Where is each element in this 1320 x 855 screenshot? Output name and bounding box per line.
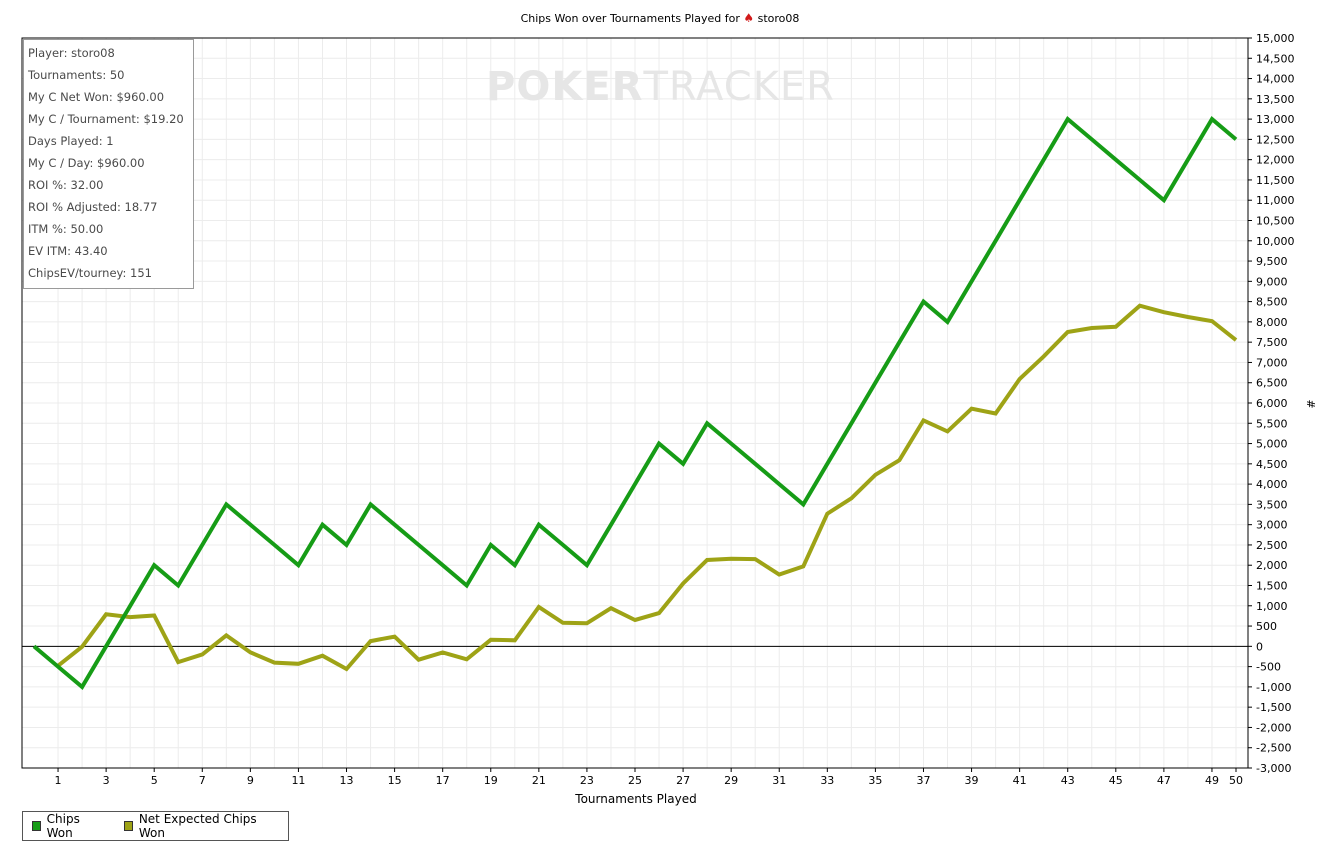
legend: Chips Won Net Expected Chips Won (22, 811, 289, 841)
y-tick-label: -1,500 (1256, 701, 1291, 714)
x-tick-label: 37 (916, 774, 930, 787)
y-tick-label: 10,000 (1256, 235, 1295, 248)
x-tick-label: 13 (340, 774, 354, 787)
legend-label-chips-won: Chips Won (46, 812, 80, 840)
x-tick-label: 45 (1109, 774, 1123, 787)
x-axis-label: Tournaments Played (574, 792, 696, 806)
y-tick-label: 500 (1256, 620, 1277, 633)
stat-tournaments: Tournaments: 50 (28, 68, 125, 82)
chart-title-player: storo08 (757, 12, 800, 25)
y-tick-label: 14,500 (1256, 52, 1295, 65)
y-tick-label: 1,500 (1256, 580, 1288, 593)
x-tick-label: 3 (103, 774, 110, 787)
y-tick-label: -500 (1256, 661, 1281, 674)
y-tick-label: 8,500 (1256, 296, 1288, 309)
x-tick-label: 17 (436, 774, 450, 787)
player-stats-box: Player: storo08 Tournaments: 50 My C Net… (23, 39, 194, 289)
y-tick-label: 12,000 (1256, 154, 1295, 167)
y-axis-ticks: -3,000 -2,500 -2,000 -1,500 -1,000 -500 0 500 1,… (1248, 32, 1295, 775)
x-tick-label: 19 (484, 774, 498, 787)
y-tick-label: 2,500 (1256, 539, 1288, 552)
stat-per-tournament: My C / Tournament: $19.20 (28, 112, 184, 126)
y-tick-label: 14,000 (1256, 73, 1295, 86)
y-tick-label: -2,000 (1256, 721, 1291, 734)
y-tick-label: 13,500 (1256, 93, 1295, 106)
x-tick-label: 41 (1013, 774, 1027, 787)
stat-roi: ROI %: 32.00 (28, 178, 104, 192)
y-tick-label: 0 (1256, 640, 1263, 653)
y-tick-label: 3,000 (1256, 519, 1288, 532)
y-tick-label: 7,000 (1256, 356, 1288, 369)
x-tick-label: 35 (868, 774, 882, 787)
grid-lines (22, 37, 1248, 769)
y-tick-label: 4,000 (1256, 478, 1288, 491)
y-tick-label: 8,000 (1256, 316, 1288, 329)
y-tick-label: 7,500 (1256, 336, 1288, 349)
y-tick-label: 13,000 (1256, 113, 1295, 126)
stat-net-won: My C Net Won: $960.00 (28, 90, 165, 104)
x-tick-label: 25 (628, 774, 642, 787)
x-tick-label: 39 (965, 774, 979, 787)
x-tick-label: 23 (580, 774, 594, 787)
y-tick-label: -3,000 (1256, 762, 1291, 775)
x-tick-label: 31 (772, 774, 786, 787)
y-tick-label: 4,500 (1256, 458, 1288, 471)
chart-title: Chips Won over Tournaments Played for ♠ … (0, 11, 1320, 25)
legend-label-net-expected: Net Expected Chips Won (138, 812, 257, 840)
stat-per-day: My C / Day: $960.00 (28, 156, 145, 170)
x-tick-label: 15 (388, 774, 402, 787)
y-tick-label: -2,500 (1256, 742, 1291, 755)
stat-chipsev: ChipsEV/tourney: 151 (28, 266, 152, 280)
x-tick-label: 43 (1061, 774, 1075, 787)
x-tick-label: 50 (1229, 774, 1243, 787)
legend-item-chips-won: Chips Won (32, 812, 99, 840)
y-tick-label: 9,000 (1256, 275, 1288, 288)
stat-days-played: Days Played: 1 (28, 134, 114, 148)
y-tick-label: 2,000 (1256, 559, 1288, 572)
y-tick-label: 12,500 (1256, 133, 1295, 146)
x-tick-label: 33 (820, 774, 834, 787)
x-tick-label: 11 (291, 774, 305, 787)
x-tick-label: 21 (532, 774, 546, 787)
y-tick-label: 5,000 (1256, 438, 1288, 451)
x-tick-label: 49 (1205, 774, 1219, 787)
series-line-net-expected (56, 303, 1238, 672)
y-tick-label: 5,500 (1256, 417, 1288, 430)
y-tick-label: 15,000 (1256, 32, 1295, 45)
y-tick-label: 3,500 (1256, 498, 1288, 511)
y-tick-label: 1,000 (1256, 600, 1288, 613)
y-tick-label: 10,500 (1256, 215, 1295, 228)
stat-roi-adjusted: ROI % Adjusted: 18.77 (28, 200, 158, 214)
legend-item-net-expected: Net Expected Chips Won (124, 812, 263, 840)
series-line-chips-won (32, 116, 1238, 690)
x-tick-label: 9 (247, 774, 254, 787)
x-tick-label: 47 (1157, 774, 1171, 787)
stat-itm: ITM %: 50.00 (28, 222, 104, 236)
x-tick-label: 27 (676, 774, 690, 787)
x-tick-label: 29 (724, 774, 738, 787)
stat-ev-itm: EV ITM: 43.40 (28, 244, 108, 258)
pokertracker-watermark: POKERTRACKER (486, 64, 835, 110)
y-tick-label: 6,000 (1256, 397, 1288, 410)
y-tick-label: 11,000 (1256, 194, 1295, 207)
y-tick-label: 6,500 (1256, 377, 1288, 390)
y-tick-label: 9,500 (1256, 255, 1288, 268)
legend-swatch-chips-won (32, 821, 41, 831)
stat-player: Player: storo08 (28, 46, 115, 60)
x-axis-ticks: 1 3 5 7 9 11 13 15 17 19 21 23 25 27 29 31 33 35 37 39 41 43 4… (55, 768, 1243, 787)
x-tick-label: 1 (55, 774, 62, 787)
x-tick-label: 7 (199, 774, 206, 787)
x-tick-label: 5 (151, 774, 158, 787)
y-tick-label: 11,500 (1256, 174, 1295, 187)
chart-title-text: Chips Won over Tournaments Played for (520, 12, 740, 25)
y-tick-label: -1,000 (1256, 681, 1291, 694)
y-axis-label: # (1304, 399, 1317, 408)
spade-icon: ♠ (743, 11, 755, 25)
series-lines (32, 116, 1238, 690)
legend-swatch-net-expected (124, 821, 133, 831)
